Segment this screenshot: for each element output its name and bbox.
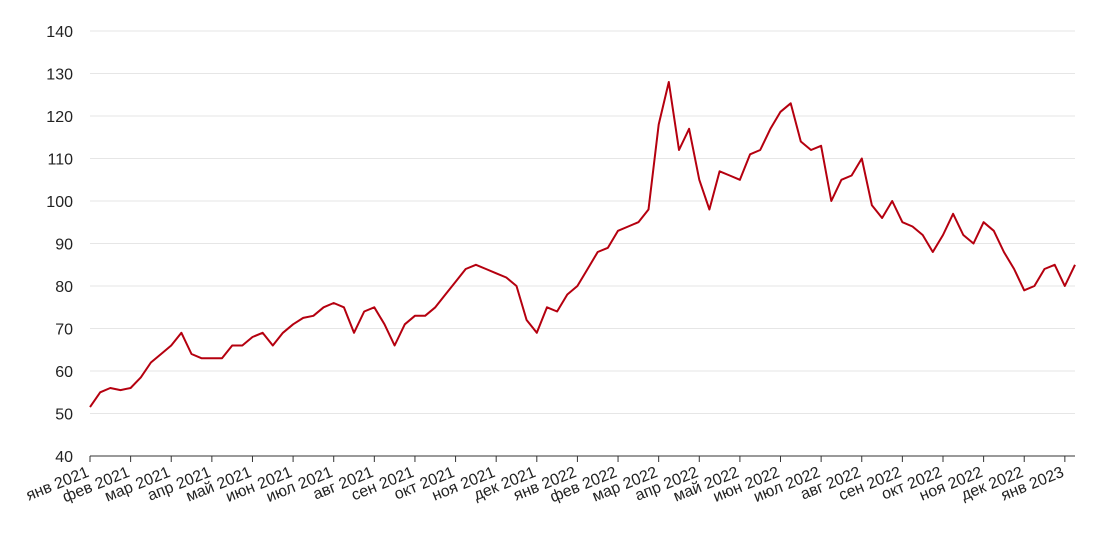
y-tick-label: 70 (55, 322, 73, 339)
y-tick-label: 60 (55, 364, 73, 381)
y-tick-label: 80 (55, 279, 73, 296)
line-series (89, 81, 1076, 408)
y-tick-label: 40 (55, 449, 73, 466)
y-tick-label: 90 (55, 237, 73, 254)
y-tick-label: 110 (47, 152, 73, 169)
y-tick-label: 120 (46, 109, 73, 126)
y-tick-label: 130 (46, 67, 73, 84)
y-tick-label: 140 (46, 24, 73, 41)
y-tick-label: 50 (55, 407, 73, 424)
y-tick-label: 100 (46, 194, 73, 211)
